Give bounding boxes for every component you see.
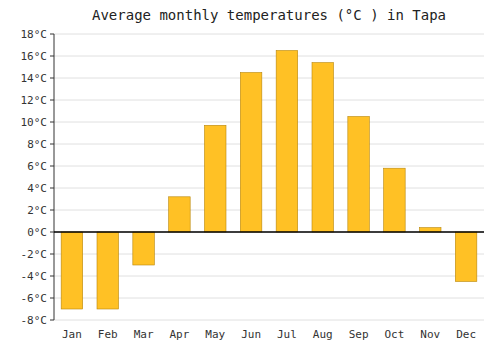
tick-label: -6°C — [21, 292, 48, 305]
tick-label: 6°C — [27, 160, 47, 173]
tick-label: 12°C — [21, 94, 48, 107]
bar — [240, 73, 261, 233]
tick-label: Feb — [98, 328, 118, 341]
grid-line — [54, 144, 484, 145]
grid-line — [54, 210, 484, 211]
tick-mark — [50, 298, 54, 299]
tick-mark — [50, 166, 54, 167]
tick-label: Apr — [169, 328, 189, 341]
bar — [169, 197, 191, 232]
tick-label: -4°C — [21, 270, 48, 283]
tick-label: 18°C — [21, 28, 48, 41]
tick-label: Nov — [420, 328, 440, 341]
bar — [205, 125, 227, 232]
tick-label: Aug — [313, 328, 333, 341]
tick-label: Sep — [349, 328, 369, 341]
tick-label: Oct — [384, 328, 404, 341]
grid-line — [54, 188, 484, 189]
grid-line — [54, 78, 484, 79]
tick-label: 8°C — [27, 138, 47, 151]
grid — [54, 34, 484, 320]
chart: Average monthly temperatures (°C ) in Ta… — [0, 0, 500, 350]
tick-label: May — [205, 328, 225, 341]
axis-line — [54, 34, 55, 320]
grid-line — [54, 56, 484, 57]
bar — [133, 232, 155, 265]
tick-mark — [50, 276, 54, 277]
zero-line — [54, 231, 484, 233]
tick-mark — [50, 122, 54, 123]
x-axis: Jan Feb Mar Apr May Jun Jul Aug Sep Oct Nov Dec — [62, 328, 476, 341]
bar — [384, 168, 406, 232]
tick-label: 10°C — [21, 116, 48, 129]
tick-label: 0°C — [27, 226, 47, 239]
tick-mark — [50, 56, 54, 57]
tick-label: Jul — [277, 328, 297, 341]
tick-label: 4°C — [27, 182, 47, 195]
tick-label: Dec — [456, 328, 476, 341]
tick-mark — [50, 188, 54, 189]
tick-mark — [50, 320, 54, 321]
bar — [312, 63, 334, 232]
tick-label: Mar — [134, 328, 154, 341]
tick-mark — [50, 232, 54, 233]
tick-label: 14°C — [21, 72, 48, 85]
page: {"chart_data": {"type": "bar", "title": … — [0, 0, 500, 350]
bars — [61, 51, 477, 310]
bar — [276, 51, 298, 233]
bar — [348, 117, 370, 233]
tick-label: 16°C — [21, 50, 48, 63]
tick-label: 2°C — [27, 204, 47, 217]
tick-label: -2°C — [21, 248, 48, 261]
tick-label: Jan — [62, 328, 82, 341]
tick-mark — [50, 210, 54, 211]
tick-label: Jun — [241, 328, 261, 341]
y-axis: -8°C -6°C -4°C -2°C 0°C 2°C 4°C 6°C 8°C 10°C 12°C 1… — [21, 28, 55, 327]
grid-line — [54, 100, 484, 101]
bar — [97, 232, 119, 309]
grid-line — [54, 320, 484, 321]
grid-line — [54, 122, 484, 123]
grid-line — [54, 232, 484, 233]
tick-mark — [50, 100, 54, 101]
grid-line — [54, 34, 484, 35]
tick-mark — [50, 34, 54, 35]
title: Average monthly temperatures (°C ) in Ta… — [92, 7, 446, 23]
tick-mark — [50, 78, 54, 79]
tick-mark — [50, 144, 54, 145]
tick-mark — [50, 254, 54, 255]
tick-label: -8°C — [21, 314, 48, 327]
bar — [455, 232, 477, 282]
bar — [61, 232, 83, 309]
grid-line — [54, 166, 484, 167]
